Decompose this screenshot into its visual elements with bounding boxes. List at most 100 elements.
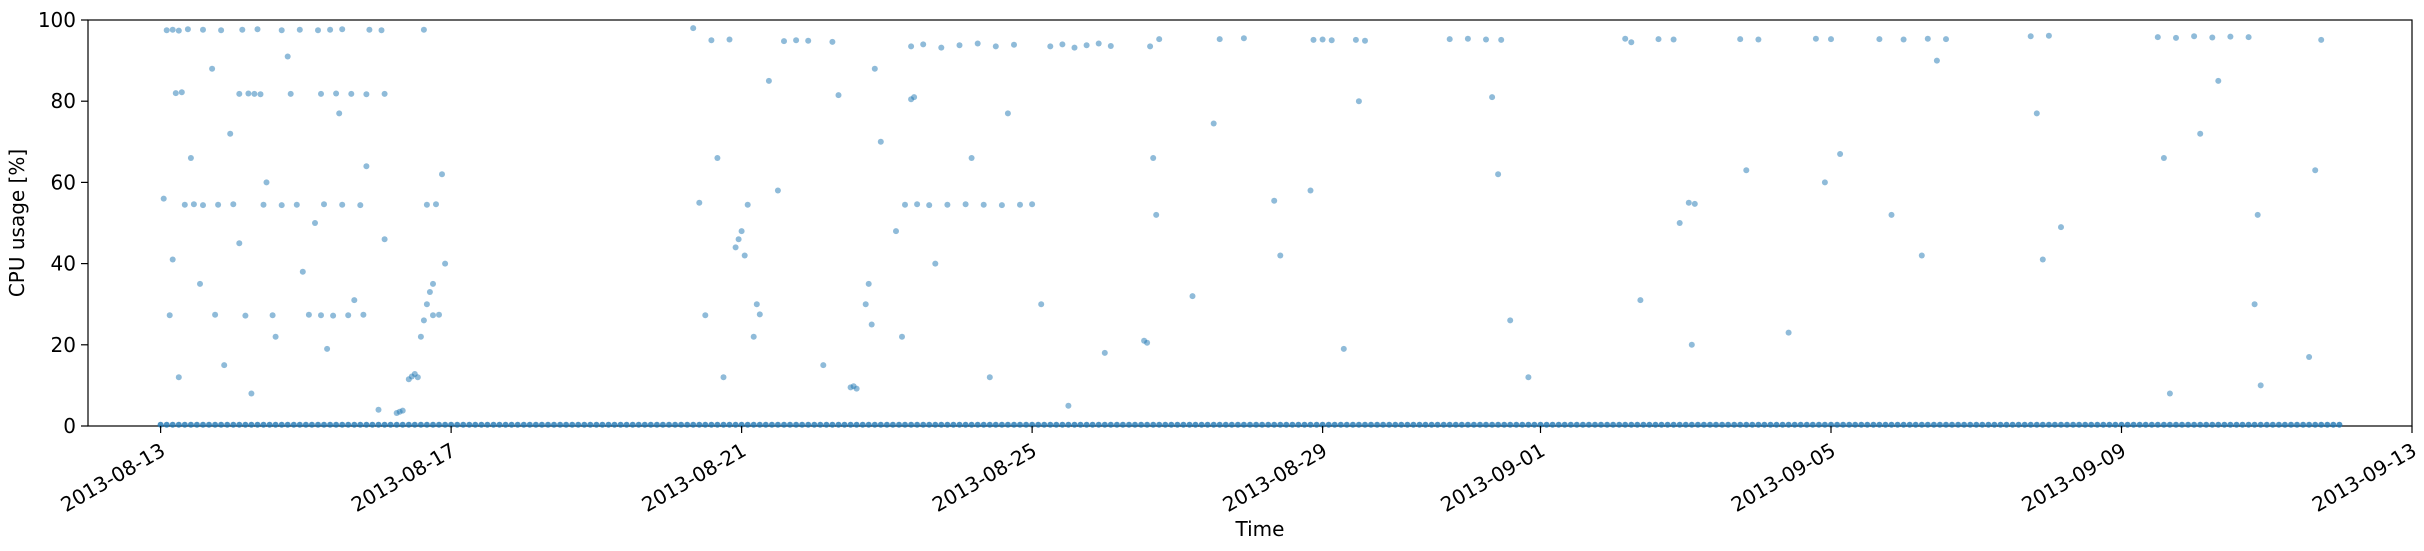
baseline-point [774, 421, 781, 428]
baseline-point [2033, 421, 2040, 428]
baseline-point [2312, 421, 2319, 428]
baseline-point [1483, 421, 1489, 428]
baseline-point [1676, 421, 1683, 428]
baseline-point [2330, 421, 2337, 428]
baseline-point [1930, 421, 1937, 428]
baseline-point [1846, 421, 1853, 428]
baseline-point [1325, 421, 1332, 428]
baseline-point [2142, 421, 2149, 428]
baseline-point [1828, 421, 1834, 428]
baseline-point [1585, 421, 1592, 428]
baseline-point [2058, 421, 2064, 428]
baseline-point [1216, 421, 1223, 428]
data-point [2318, 36, 2325, 43]
data-point [1685, 199, 1692, 206]
data-point [1828, 36, 1834, 43]
baseline-point [1150, 421, 1157, 428]
baseline-point [1337, 421, 1344, 428]
baseline-point [2009, 421, 2016, 428]
data-point [381, 90, 388, 97]
baseline-point [750, 421, 757, 428]
baseline-point [2130, 421, 2137, 428]
baseline-point [2148, 421, 2155, 428]
baseline-point [514, 421, 521, 428]
data-point [1038, 301, 1045, 308]
baseline-point [417, 421, 424, 428]
data-point [221, 362, 228, 369]
data-point [1785, 329, 1792, 336]
data-point [1637, 297, 1644, 304]
data-point [911, 94, 918, 101]
data-point [423, 201, 430, 208]
baseline-point [1186, 421, 1193, 428]
baseline-point [1628, 421, 1635, 428]
baseline-point [175, 421, 182, 428]
baseline-point [1047, 421, 1054, 428]
baseline-point [2191, 421, 2198, 428]
data-point [714, 155, 721, 161]
data-point [269, 312, 276, 319]
baseline-point [1543, 421, 1550, 428]
baseline-point [1791, 421, 1798, 428]
data-point [1340, 345, 1347, 352]
data-point [348, 90, 355, 97]
baseline-point [193, 421, 200, 428]
data-point [720, 374, 727, 381]
baseline-point [1694, 421, 1701, 428]
baseline-point [1537, 421, 1544, 428]
data-point [1319, 36, 1326, 43]
baseline-point [1567, 421, 1574, 428]
baseline-point [1192, 421, 1199, 428]
baseline-point [1592, 421, 1598, 428]
baseline-point [986, 421, 993, 428]
data-point [708, 37, 715, 44]
baseline-point [1598, 421, 1604, 428]
baseline-point [968, 421, 975, 428]
data-point [829, 38, 836, 45]
baseline-point [206, 421, 212, 428]
baseline-point [896, 421, 902, 428]
baseline-point [1561, 421, 1568, 428]
data-point [2027, 33, 2034, 40]
baseline-point [1210, 421, 1217, 428]
baseline-point [224, 421, 231, 428]
baseline-point [829, 421, 836, 428]
baseline-point [1719, 421, 1726, 428]
baseline-point [345, 421, 352, 428]
baseline-point [1228, 421, 1235, 428]
baseline-point [1525, 421, 1532, 428]
baseline-point [1247, 421, 1253, 428]
data-point [1101, 349, 1108, 356]
data-point [236, 90, 243, 97]
baseline-point [1023, 421, 1030, 428]
data-point [1743, 167, 1750, 174]
baseline-point [2239, 421, 2246, 428]
plot-frame [87, 19, 2413, 427]
baseline-point [956, 421, 963, 428]
data-point [1017, 201, 1023, 208]
baseline-point [1301, 421, 1308, 428]
baseline-point [1307, 421, 1314, 428]
baseline-point [684, 421, 691, 428]
baseline-point [1434, 421, 1441, 428]
baseline-point [1785, 421, 1792, 428]
baseline-point [666, 421, 672, 428]
data-point [2306, 354, 2313, 360]
baseline-point [1404, 421, 1411, 428]
data-point [296, 26, 303, 33]
baseline-point [2021, 421, 2028, 428]
data-point [1277, 252, 1284, 259]
baseline-point [714, 421, 721, 428]
x-tick-label: 2013-08-25 [928, 438, 1041, 517]
data-point [1483, 36, 1489, 43]
baseline-point [2051, 421, 2058, 428]
y-axis: 0 20 40 60 80 100 [38, 8, 88, 438]
data-point [330, 312, 337, 319]
baseline-point [1997, 421, 2004, 428]
data-point [968, 155, 975, 161]
baseline-point [1477, 421, 1483, 428]
baseline-point [1519, 421, 1526, 428]
baseline-point [2324, 421, 2331, 428]
